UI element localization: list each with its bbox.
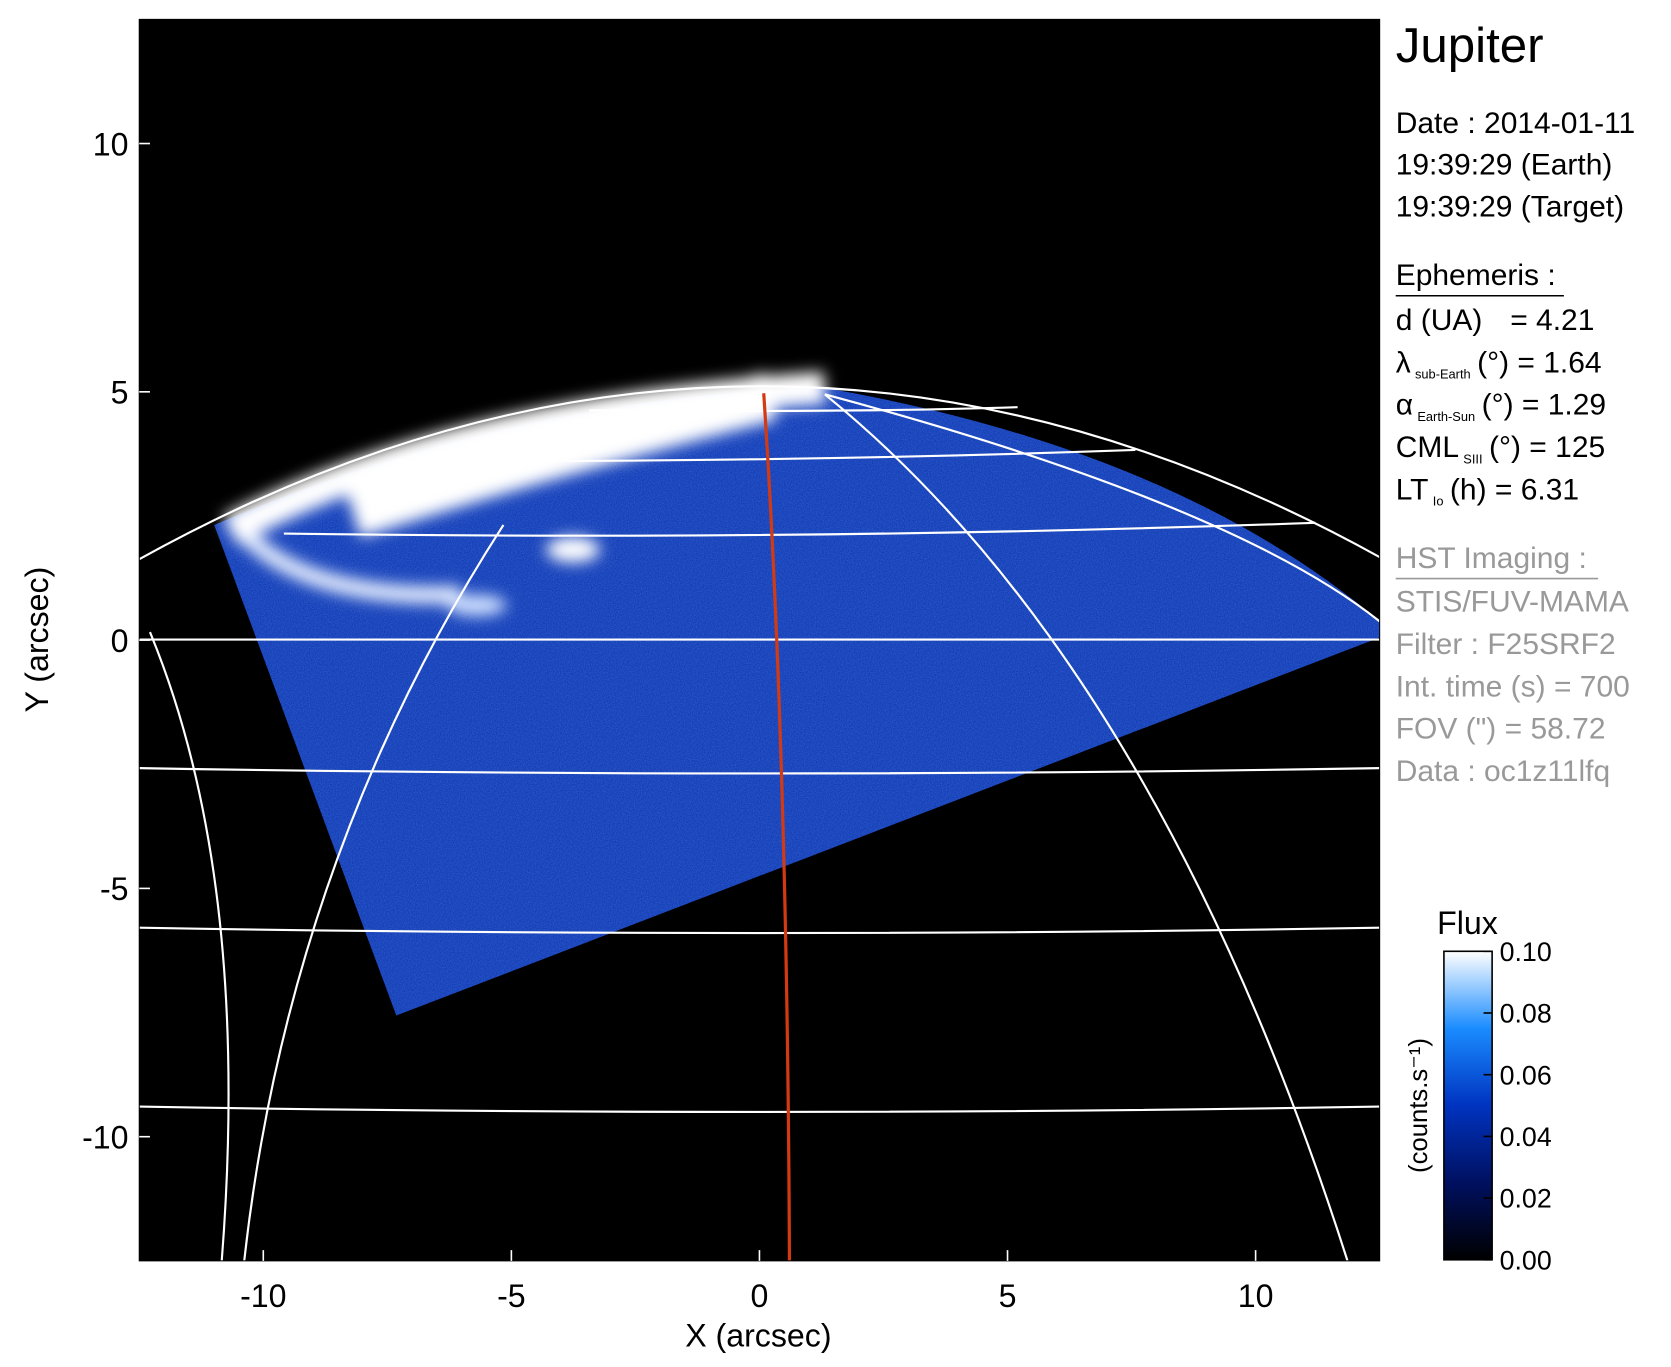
colorbar: [1443, 950, 1493, 1261]
imaging-row: FOV (") = 58.72: [1396, 713, 1606, 746]
ephemeris-value: (°) = 1.64: [1477, 346, 1602, 379]
imaging-heading: HST Imaging :: [1396, 542, 1587, 575]
ephemeris-value: (°) = 1.29: [1482, 389, 1607, 422]
ephemeris-subscript: sub-Earth: [1415, 367, 1471, 382]
colorbar-title: Flux: [1437, 905, 1498, 941]
ephemeris-heading: Ephemeris :: [1396, 259, 1556, 292]
ephemeris-row: LT Io (h) = 6.31: [1396, 473, 1579, 508]
y-tick-label: -10: [82, 1119, 128, 1155]
ephemeris-name: LT: [1396, 473, 1429, 506]
ephemeris-row: α Earth-Sun (°) = 1.29: [1396, 389, 1606, 424]
time: 19:39:29 (Earth): [1396, 149, 1613, 182]
ephemeris-name: α: [1396, 389, 1413, 422]
y-tick-label: -5: [100, 871, 129, 907]
data-noise: [214, 387, 1380, 1016]
ephemeris-name: d (UA): [1396, 304, 1483, 337]
ephemeris-row: λ sub-Earth (°) = 1.64: [1396, 346, 1602, 381]
image: [139, 19, 1380, 1261]
central-meridian: [762, 393, 792, 1261]
ephemeris-value: (°) = 125: [1489, 431, 1605, 464]
colorbar-tick-label: 0.02: [1500, 1184, 1552, 1214]
date: Date : 2014-01-11: [1396, 107, 1635, 140]
time: 19:39:29 (Target): [1396, 190, 1624, 223]
ephemeris-value: (h) = 6.31: [1450, 473, 1579, 506]
chart-title: Jupiter: [1396, 18, 1544, 73]
y-tick-label: 10: [93, 126, 129, 162]
colorbar-tick-label: 0.04: [1500, 1122, 1552, 1152]
graticule: [139, 385, 1380, 1261]
x-tick-label: -5: [497, 1278, 526, 1314]
imaging-row: Int. time (s) = 700: [1396, 670, 1630, 703]
ephemeris-subscript: Earth-Sun: [1417, 409, 1475, 424]
colorbar-tick-label: 0.08: [1500, 999, 1552, 1029]
y-tick-label: 0: [111, 623, 129, 659]
x-tick-label: 10: [1238, 1278, 1274, 1314]
ephemeris-subscript: Io: [1433, 494, 1444, 509]
colorbar-tick-label: 0.10: [1500, 937, 1552, 967]
ephemeris-name: CML: [1396, 431, 1459, 464]
y-axis-label: Y (arcsec): [19, 567, 55, 713]
imaging-row: Filter : F25SRF2: [1396, 628, 1616, 661]
ephemeris-row: d (UA) = 4.21: [1396, 304, 1595, 337]
colorbar-label: (counts.s⁻¹): [1405, 1038, 1433, 1173]
ephemeris-row: CML SIII (°) = 125: [1396, 431, 1605, 466]
imaging-row: STIS/FUV-MAMA: [1396, 586, 1629, 619]
ephemeris-name: λ: [1396, 346, 1411, 379]
x-tick-label: -10: [240, 1278, 286, 1314]
x-tick-label: 5: [999, 1278, 1017, 1314]
y-tick-label: 5: [111, 375, 129, 411]
ephemeris-subscript: SIII: [1463, 451, 1482, 466]
colorbar-tick-label: 0.00: [1500, 1245, 1552, 1275]
colorbar-tick-label: 0.06: [1500, 1060, 1552, 1090]
ephemeris-value: = 4.21: [1510, 304, 1594, 337]
imaging-row: Data : oc1z11lfq: [1396, 755, 1610, 788]
x-axis-label: X (arcsec): [685, 1318, 831, 1354]
x-tick-label: 0: [751, 1278, 769, 1314]
